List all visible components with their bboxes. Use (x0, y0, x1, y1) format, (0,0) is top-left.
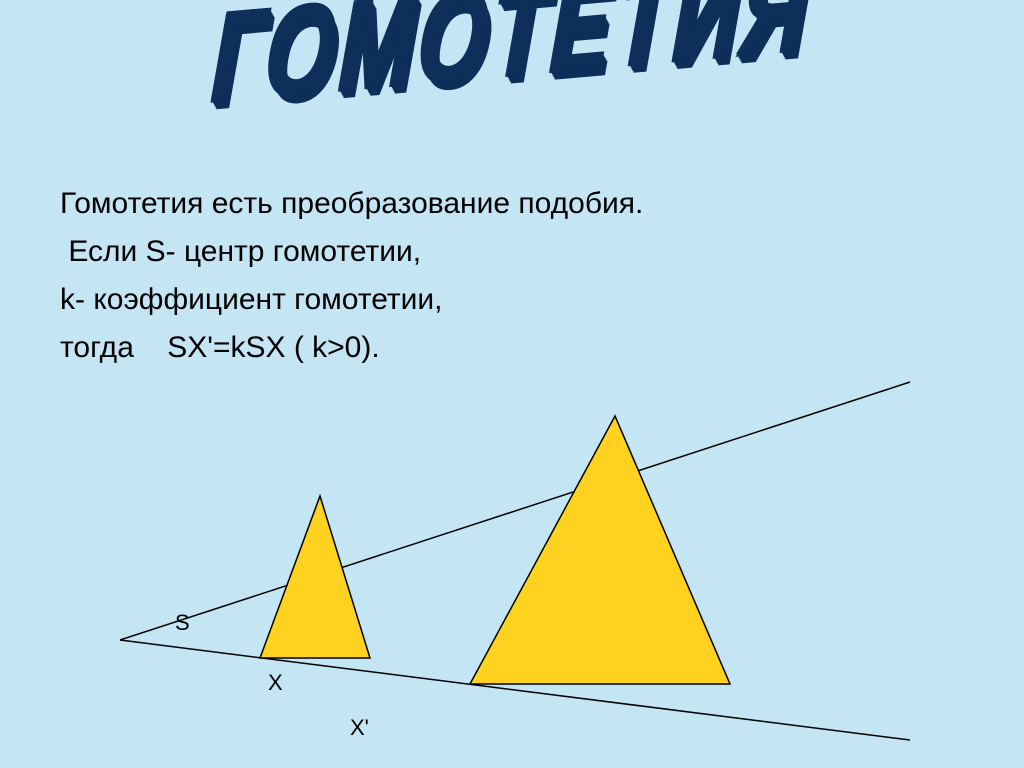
ray-lines (120, 382, 910, 740)
triangles (260, 416, 730, 684)
diagram-label: S (175, 610, 190, 635)
slide: ГОМОТЕТИЯ Гомотетия есть преобразование … (0, 0, 1024, 768)
homothety-diagram: S X X' (0, 0, 1024, 768)
diagram-label: X' (350, 715, 369, 740)
triangle (260, 496, 370, 658)
triangle (470, 416, 730, 684)
diagram-label: X (268, 670, 283, 695)
